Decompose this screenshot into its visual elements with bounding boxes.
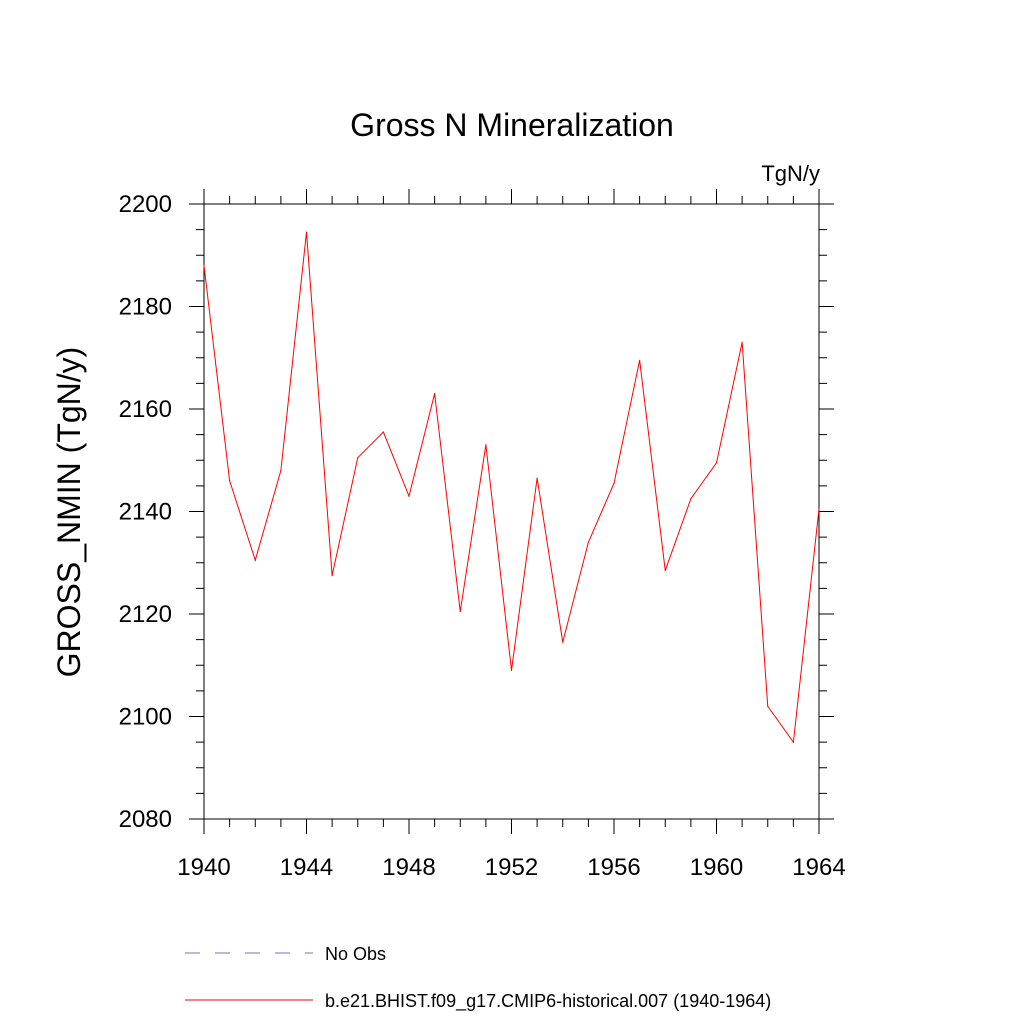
data-point bbox=[510, 669, 513, 671]
y-axis-label: GROSS_NMIN (TgN/y) bbox=[51, 347, 87, 678]
data-point bbox=[459, 610, 461, 613]
x-tick-label: 1956 bbox=[587, 854, 640, 881]
data-point bbox=[331, 574, 333, 577]
data-point bbox=[536, 477, 538, 479]
data-point bbox=[229, 480, 231, 482]
data-point bbox=[767, 705, 769, 707]
data-point bbox=[715, 462, 718, 464]
data-point bbox=[792, 741, 794, 743]
x-tick-label: 1948 bbox=[382, 854, 435, 881]
data-point bbox=[587, 541, 589, 543]
data-point bbox=[434, 393, 436, 395]
data-point bbox=[382, 431, 384, 433]
data-point bbox=[639, 359, 641, 361]
data-point bbox=[485, 444, 487, 446]
y-tick-label: 2100 bbox=[119, 704, 172, 731]
data-point bbox=[357, 457, 359, 459]
data-point bbox=[280, 469, 282, 472]
chart-title: Gross N Mineralization bbox=[350, 107, 674, 143]
data-point bbox=[562, 641, 564, 643]
data-point bbox=[818, 508, 820, 510]
data-point bbox=[305, 231, 308, 233]
data-point bbox=[741, 341, 743, 343]
data-point bbox=[690, 498, 692, 500]
legend-label-no-obs: No Obs bbox=[325, 944, 386, 964]
y-tick-label: 2080 bbox=[119, 806, 172, 833]
data-point bbox=[408, 495, 410, 497]
x-tick-label: 1960 bbox=[690, 854, 743, 881]
x-tick-label: 1940 bbox=[177, 854, 230, 881]
units-label: TgN/y bbox=[761, 161, 820, 186]
y-tick-label: 2160 bbox=[119, 396, 172, 423]
data-point bbox=[664, 569, 666, 572]
series-layer bbox=[203, 231, 820, 744]
axis-ticks bbox=[189, 189, 834, 834]
data-point bbox=[613, 482, 615, 484]
data-point bbox=[254, 559, 256, 561]
y-tick-label: 2180 bbox=[119, 294, 172, 321]
legend-label-historical: b.e21.BHIST.f09_g17.CMIP6-historical.007… bbox=[325, 991, 771, 1012]
legend: No Obs b.e21.BHIST.f09_g17.CMIP6-histori… bbox=[185, 944, 771, 1012]
x-tick-label: 1944 bbox=[280, 854, 333, 881]
x-tick-label: 1964 bbox=[792, 854, 845, 881]
plot-frame bbox=[203, 203, 820, 820]
data-point bbox=[203, 264, 205, 267]
y-tick-label: 2140 bbox=[119, 499, 172, 526]
axis-tick-labels: 1940 1944 1948 1952 1956 1960 1964 2080 2100 2120… bbox=[119, 191, 846, 881]
x-tick-label: 1952 bbox=[485, 854, 538, 881]
series-line bbox=[203, 232, 820, 744]
y-tick-label: 2200 bbox=[119, 191, 172, 218]
y-tick-label: 2120 bbox=[119, 601, 172, 628]
